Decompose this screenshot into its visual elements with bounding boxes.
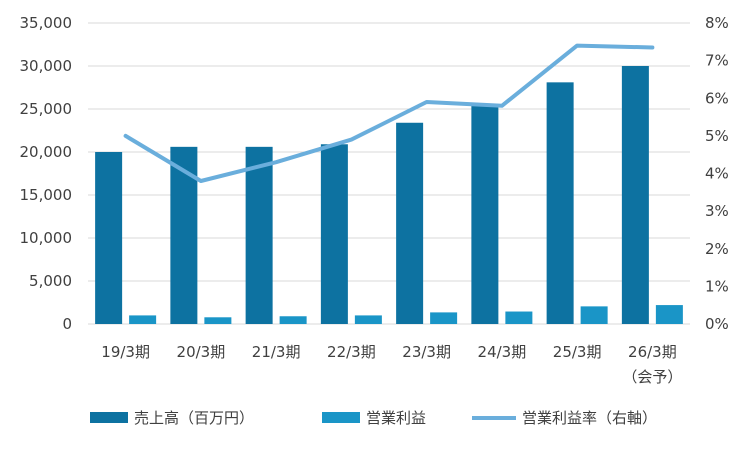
bar-operating-profit bbox=[279, 316, 307, 324]
legend: 売上高（百万円） 営業利益 営業利益率（右軸） bbox=[90, 409, 657, 427]
bar-sales bbox=[621, 66, 649, 324]
x-tick-label: 25/3期 bbox=[553, 343, 602, 361]
operating-margin-point bbox=[350, 139, 352, 141]
bar-operating-profit bbox=[655, 305, 683, 324]
x-tick-label: 22/3期 bbox=[327, 343, 376, 361]
bar-operating-profit bbox=[580, 306, 608, 324]
legend-label: 営業利益率（右軸） bbox=[522, 409, 657, 427]
operating-margin-point bbox=[651, 46, 653, 48]
bar-sales bbox=[170, 146, 198, 324]
bar-operating-profit bbox=[354, 315, 382, 324]
x-tick-label: 23/3期 bbox=[402, 343, 451, 361]
operating-margin-point bbox=[200, 180, 202, 182]
line-series bbox=[123, 43, 655, 183]
operating-margin-point bbox=[275, 161, 277, 163]
bar-sales bbox=[471, 104, 499, 324]
x-axis-ticks: 19/3期 20/3期 21/3期 22/3期 23/3期 24/3期 25/3期 26/3期… bbox=[101, 343, 682, 386]
left-tick-label: 5,000 bbox=[29, 272, 72, 290]
right-axis-ticks: 0% 1% 2% 3% 4% 5% 6% 7% 8% bbox=[705, 14, 729, 333]
operating-margin-point bbox=[426, 101, 428, 103]
bar-sales bbox=[320, 144, 348, 324]
bar-sales bbox=[396, 122, 424, 324]
right-tick-label: 0% bbox=[705, 315, 729, 333]
legend-swatch bbox=[90, 412, 128, 423]
x-tick-label: 20/3期 bbox=[177, 343, 226, 361]
operating-margin-point bbox=[576, 45, 578, 47]
x-tick-label: 26/3期 bbox=[628, 343, 677, 361]
operating-margin-point bbox=[125, 135, 127, 137]
left-tick-label: 20,000 bbox=[20, 143, 73, 161]
legend-swatch bbox=[322, 412, 360, 423]
right-tick-label: 7% bbox=[705, 52, 729, 70]
operating-margin-line bbox=[123, 43, 655, 183]
bar-sales bbox=[95, 152, 123, 324]
right-tick-label: 8% bbox=[705, 14, 729, 32]
left-tick-label: 25,000 bbox=[20, 100, 73, 118]
left-tick-label: 30,000 bbox=[20, 57, 73, 75]
right-tick-label: 5% bbox=[705, 127, 729, 145]
right-tick-label: 4% bbox=[705, 165, 729, 183]
x-tick-label: 19/3期 bbox=[101, 343, 150, 361]
bar-operating-profit bbox=[204, 317, 232, 324]
right-tick-label: 6% bbox=[705, 89, 729, 107]
bar-operating-profit bbox=[505, 311, 533, 324]
x-tick-label: 24/3期 bbox=[478, 343, 527, 361]
right-tick-label: 1% bbox=[705, 277, 729, 295]
bar-sales bbox=[546, 82, 574, 324]
right-tick-label: 3% bbox=[705, 202, 729, 220]
x-tick-label: 21/3期 bbox=[252, 343, 301, 361]
left-tick-label: 35,000 bbox=[20, 14, 73, 32]
right-tick-label: 2% bbox=[705, 240, 729, 258]
bar-operating-profit bbox=[129, 315, 157, 324]
legend-label: 営業利益 bbox=[366, 409, 426, 427]
x-tick-sublabel: （会予） bbox=[622, 368, 682, 386]
left-axis-ticks: 0 5,000 10,000 15,000 20,000 25,000 30,000 35,0… bbox=[20, 14, 73, 333]
bar-operating-profit bbox=[430, 312, 458, 324]
left-tick-label: 10,000 bbox=[20, 229, 73, 247]
left-tick-label: 15,000 bbox=[20, 186, 73, 204]
legend-label: 売上高（百万円） bbox=[134, 409, 254, 427]
bar-sales bbox=[245, 146, 273, 324]
left-tick-label: 0 bbox=[62, 315, 72, 333]
operating-margin-point bbox=[501, 105, 503, 107]
